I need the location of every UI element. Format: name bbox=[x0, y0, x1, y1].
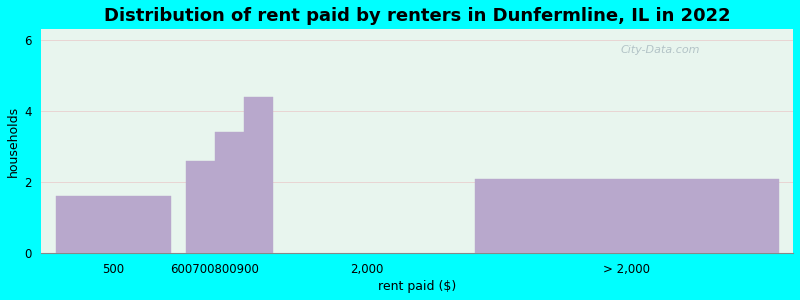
Bar bbox=[244, 97, 273, 253]
Bar bbox=[56, 196, 171, 253]
Bar bbox=[215, 132, 244, 253]
Y-axis label: households: households bbox=[7, 106, 20, 177]
Bar bbox=[475, 178, 778, 253]
Text: City-Data.com: City-Data.com bbox=[620, 45, 700, 55]
Title: Distribution of rent paid by renters in Dunfermline, IL in 2022: Distribution of rent paid by renters in … bbox=[104, 7, 730, 25]
Bar bbox=[186, 161, 215, 253]
X-axis label: rent paid ($): rent paid ($) bbox=[378, 280, 456, 293]
